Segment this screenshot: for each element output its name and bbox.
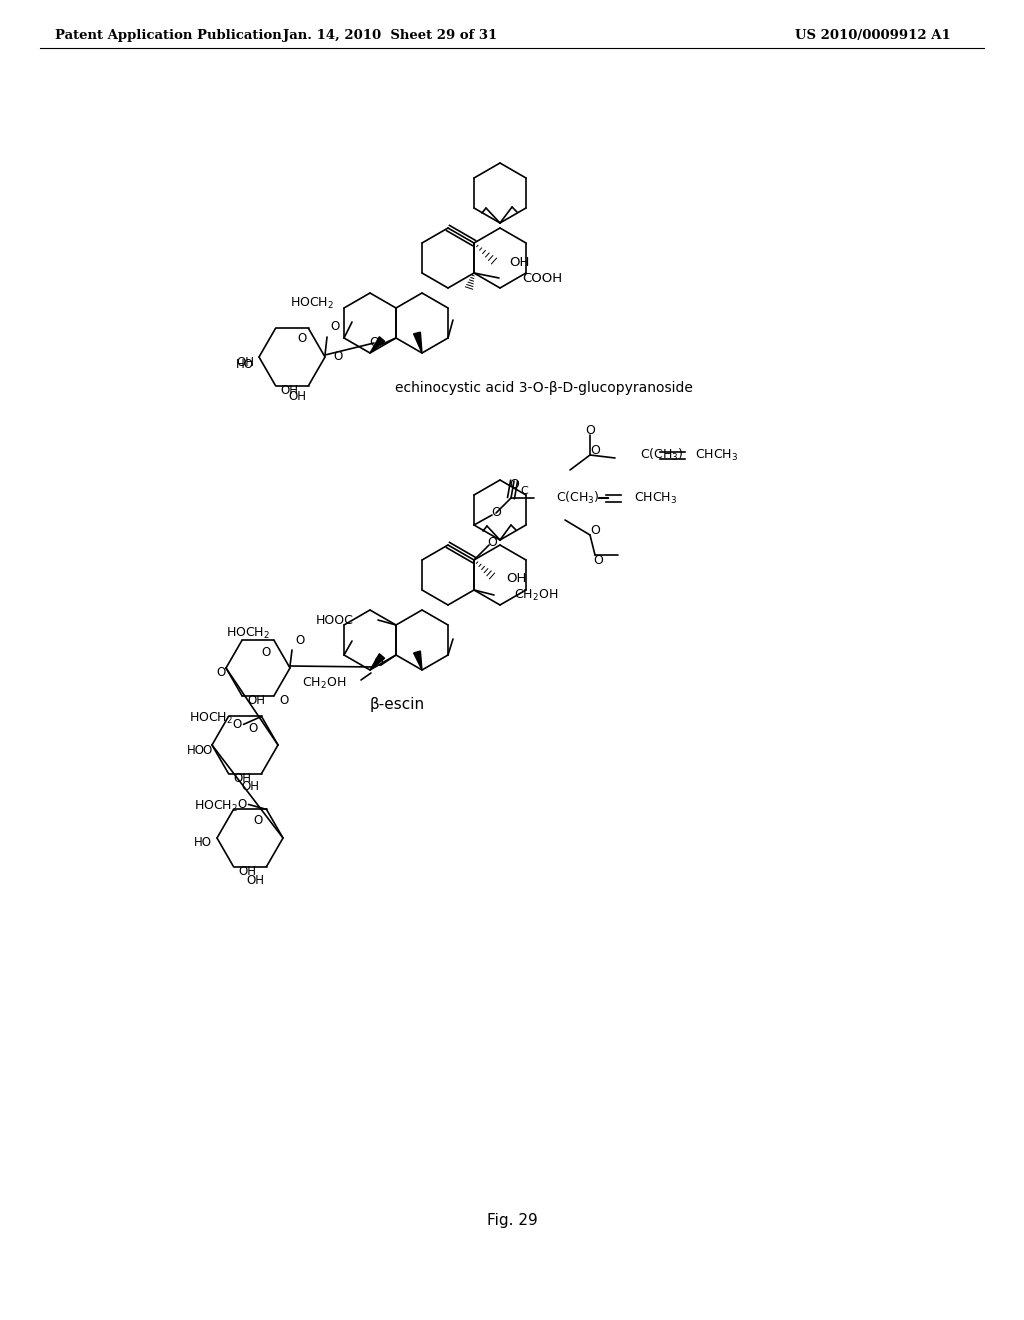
Text: HOOC: HOOC <box>316 614 354 627</box>
Text: OH: OH <box>509 256 529 269</box>
Text: Patent Application Publication: Patent Application Publication <box>55 29 282 41</box>
Text: CHCH$_3$: CHCH$_3$ <box>695 447 738 462</box>
Text: C(CH$_3$): C(CH$_3$) <box>556 490 600 506</box>
Text: HOCH$_2$: HOCH$_2$ <box>226 626 270 640</box>
Text: Jan. 14, 2010  Sheet 29 of 31: Jan. 14, 2010 Sheet 29 of 31 <box>283 29 497 41</box>
Text: O: O <box>216 667 225 680</box>
Text: HO: HO <box>194 837 212 850</box>
Text: CH$_2$OH: CH$_2$OH <box>302 676 346 690</box>
Text: OH: OH <box>247 694 265 708</box>
Text: O: O <box>369 337 379 350</box>
Text: O: O <box>261 645 270 659</box>
Text: O: O <box>249 722 258 734</box>
Text: Fig. 29: Fig. 29 <box>486 1213 538 1228</box>
Text: CHCH$_3$: CHCH$_3$ <box>634 491 677 506</box>
Text: HOCH$_2$: HOCH$_2$ <box>195 799 239 814</box>
Text: O: O <box>333 351 342 363</box>
Polygon shape <box>414 651 422 671</box>
Text: O: O <box>232 718 242 731</box>
Text: O: O <box>492 507 501 520</box>
Text: O: O <box>590 524 600 536</box>
Text: OH: OH <box>246 874 264 887</box>
Text: O: O <box>590 444 600 457</box>
Text: OH: OH <box>288 391 306 404</box>
Text: O: O <box>253 814 262 828</box>
Polygon shape <box>370 653 385 671</box>
Text: O: O <box>330 321 339 334</box>
Text: OH: OH <box>239 865 256 878</box>
Text: COOH: COOH <box>522 272 562 285</box>
Text: HO: HO <box>187 743 205 756</box>
Text: C: C <box>520 486 528 496</box>
Text: O: O <box>487 536 497 549</box>
Text: O: O <box>238 797 247 810</box>
Text: O: O <box>279 694 288 708</box>
Text: O: O <box>585 424 595 437</box>
Text: O: O <box>373 656 383 669</box>
Text: OH: OH <box>281 384 299 397</box>
Text: OH: OH <box>506 572 526 585</box>
Text: US 2010/0009912 A1: US 2010/0009912 A1 <box>795 29 950 41</box>
Text: O: O <box>297 333 306 346</box>
Text: HO: HO <box>236 359 254 371</box>
Text: echinocystic acid 3-O-β-D-glucopyranoside: echinocystic acid 3-O-β-D-glucopyranosid… <box>395 381 693 395</box>
Text: O: O <box>509 478 519 491</box>
Text: HOCH$_2$: HOCH$_2$ <box>290 296 334 310</box>
Text: OH: OH <box>236 355 254 368</box>
Polygon shape <box>414 333 422 352</box>
Text: C(CH$_3$): C(CH$_3$) <box>640 447 684 463</box>
Text: OH: OH <box>233 772 252 785</box>
Text: O: O <box>295 635 304 648</box>
Text: O: O <box>593 553 603 566</box>
Text: OH: OH <box>241 780 259 793</box>
Polygon shape <box>370 337 385 352</box>
Text: HOCH$_2$: HOCH$_2$ <box>189 711 233 726</box>
Text: CH$_2$OH: CH$_2$OH <box>514 587 558 602</box>
Text: β-escin: β-escin <box>370 697 425 713</box>
Text: O: O <box>203 743 212 756</box>
